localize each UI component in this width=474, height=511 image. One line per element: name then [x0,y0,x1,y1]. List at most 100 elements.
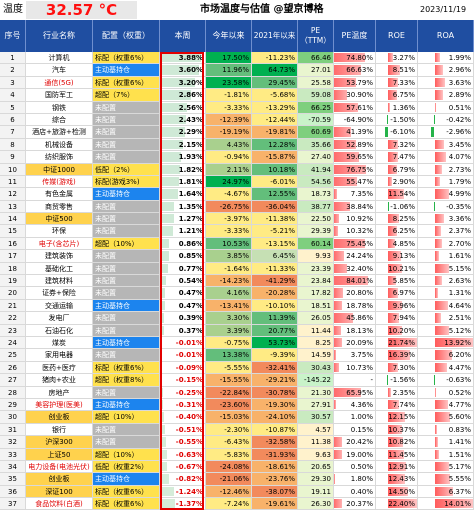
ytd-change-text: -3.33% [224,227,249,236]
weekly-change: -0.82% [160,473,206,485]
industry-name: 深证100 [26,485,93,498]
table-row: 31 银行 未配置 -0.51% -2.30% -10.87% 4.57 0.15% 10.37… [0,423,474,437]
since-2021-change-text: 12.28% [268,140,295,149]
since-2021-change-text: 11.39% [268,314,295,323]
pe-ttm: 60.69 [298,126,334,138]
ytd-change: 11.96% [206,64,252,76]
config-weight: 主动基持仓 [93,473,160,485]
pe-temperature-text: 10.32% [346,227,373,236]
pe-ttm: 26.30 [298,498,334,510]
industry-name: 酒店+旅游+检测 [26,126,93,138]
roa-text: -2.96% [446,128,471,137]
ytd-change: 23.58% [206,76,252,89]
roe: -1.06% [376,200,418,213]
pe-temperature-text: 0.15% [350,425,373,434]
since-2021-change: -36.04% [252,200,298,213]
ytd-change: 3.30% [206,312,252,324]
ytd-change: -19.19% [206,126,252,138]
roe: 11.54% [376,188,418,200]
pe-temperature-text: 30.90% [346,91,373,100]
row-number: 12 [0,188,26,200]
roa-bar [434,164,443,174]
weekly-change: -0.63% [160,448,206,460]
since-2021-change: -19.61% [252,498,298,510]
pe-ttm: 21.30 [298,386,334,398]
ytd-change-text: -3.97% [224,215,249,224]
weekly-change: 2.29% [160,126,206,138]
since-2021-change-text: 10.18% [268,165,295,174]
pe-ttm-text: 11.38 [310,438,331,447]
config-weight-text: 未配置 [95,277,116,286]
config-weight-text: 超配（权重8%） [95,376,149,385]
table-row: 33 上证50 超配（10%） -0.63% -5.83% -31.93% 9.63 19.0… [0,448,474,461]
row-number-text: 19 [8,277,17,286]
config-weight-text: 未配置 [95,425,116,434]
roa-text: 6.37% [448,487,471,496]
pe-temperature-bar [334,300,342,311]
row-number-text: 8 [10,140,15,149]
config-weight-text: 未配置 [95,314,116,323]
pe-ttm-text: 60.14 [310,239,331,248]
since-2021-change-text: 12.55% [268,190,295,199]
row-number: 16 [0,237,26,250]
industry-name-text: 中证1000 [43,165,75,174]
header-config: 配置（权重） [93,20,160,52]
roa: 1.31% [418,287,474,299]
header-roa: ROA [418,20,474,52]
roa: 2.63% [418,275,474,287]
row-number-text: 11 [8,177,17,186]
pe-ttm: 66.25 [298,101,334,113]
row-number-text: 30 [8,413,17,422]
roe-text: -1.56% [390,376,415,385]
pe-temperature-bar [334,387,362,397]
roa: 4.99% [418,188,474,200]
config-weight-text: 主动基持仓 [95,301,130,310]
roa-bar [434,437,439,447]
weekly-change: -1.37% [160,498,206,510]
pe-ttm-text: 38.77 [310,202,331,211]
roe-text: 4.85% [392,239,415,248]
roe-text: 8.51% [392,66,415,75]
roe-text: 3.27% [392,54,415,62]
row-number: 24 [0,336,26,349]
industry-name: 中证500 [26,213,93,225]
roe-bar [388,238,395,249]
config-weight-text: 标配（权重6%） [95,54,149,62]
config-weight: 超配（10%） [93,411,160,423]
row-number-text: 36 [8,487,17,496]
industry-name: 家用电器 [26,349,93,361]
pe-ttm: 27.91 [298,398,334,411]
pe-ttm-text: 25.58 [310,78,331,87]
roa: 6.20% [418,349,474,361]
roa-text: 5.17% [448,462,471,471]
pe-temperature-bar [334,77,357,88]
industry-name-text: 环保 [52,227,66,236]
roe: 1.36% [376,101,418,113]
weekly-change-bar [160,499,175,509]
pe-temperature: 24.24% [334,250,376,262]
pe-temperature: 1.00% [334,411,376,423]
roe-bar [388,77,399,88]
roa-text: 4.47% [448,363,471,372]
config-weight: 未配置 [93,275,160,287]
industry-name: 上证50 [26,448,93,460]
roe-text: 7.47% [392,153,415,162]
pe-temperature: 30.90% [334,89,376,101]
weekly-change-text: 0.86% [178,239,203,248]
industry-name-text: 机械设备 [45,140,73,149]
weekly-change-text: 1.82% [178,165,203,174]
weekly-change: 1.27% [160,213,206,225]
ytd-change: -3.33% [206,101,252,113]
row-number: 8 [0,138,26,151]
roe-bar [388,263,403,274]
row-number: 11 [0,175,26,188]
roa: 3.45% [418,138,474,151]
ytd-change: -12.46% [206,485,252,498]
weekly-change-text: 2.29% [178,128,203,137]
pe-temperature: 10.73% [334,361,376,374]
since-2021-change-text: -10.10% [265,301,295,310]
config-weight: 超配（权重8%） [93,374,160,386]
weekly-change-bar [160,449,167,459]
roa: -0.35% [418,200,474,213]
pe-ttm: 4.57 [298,423,334,436]
